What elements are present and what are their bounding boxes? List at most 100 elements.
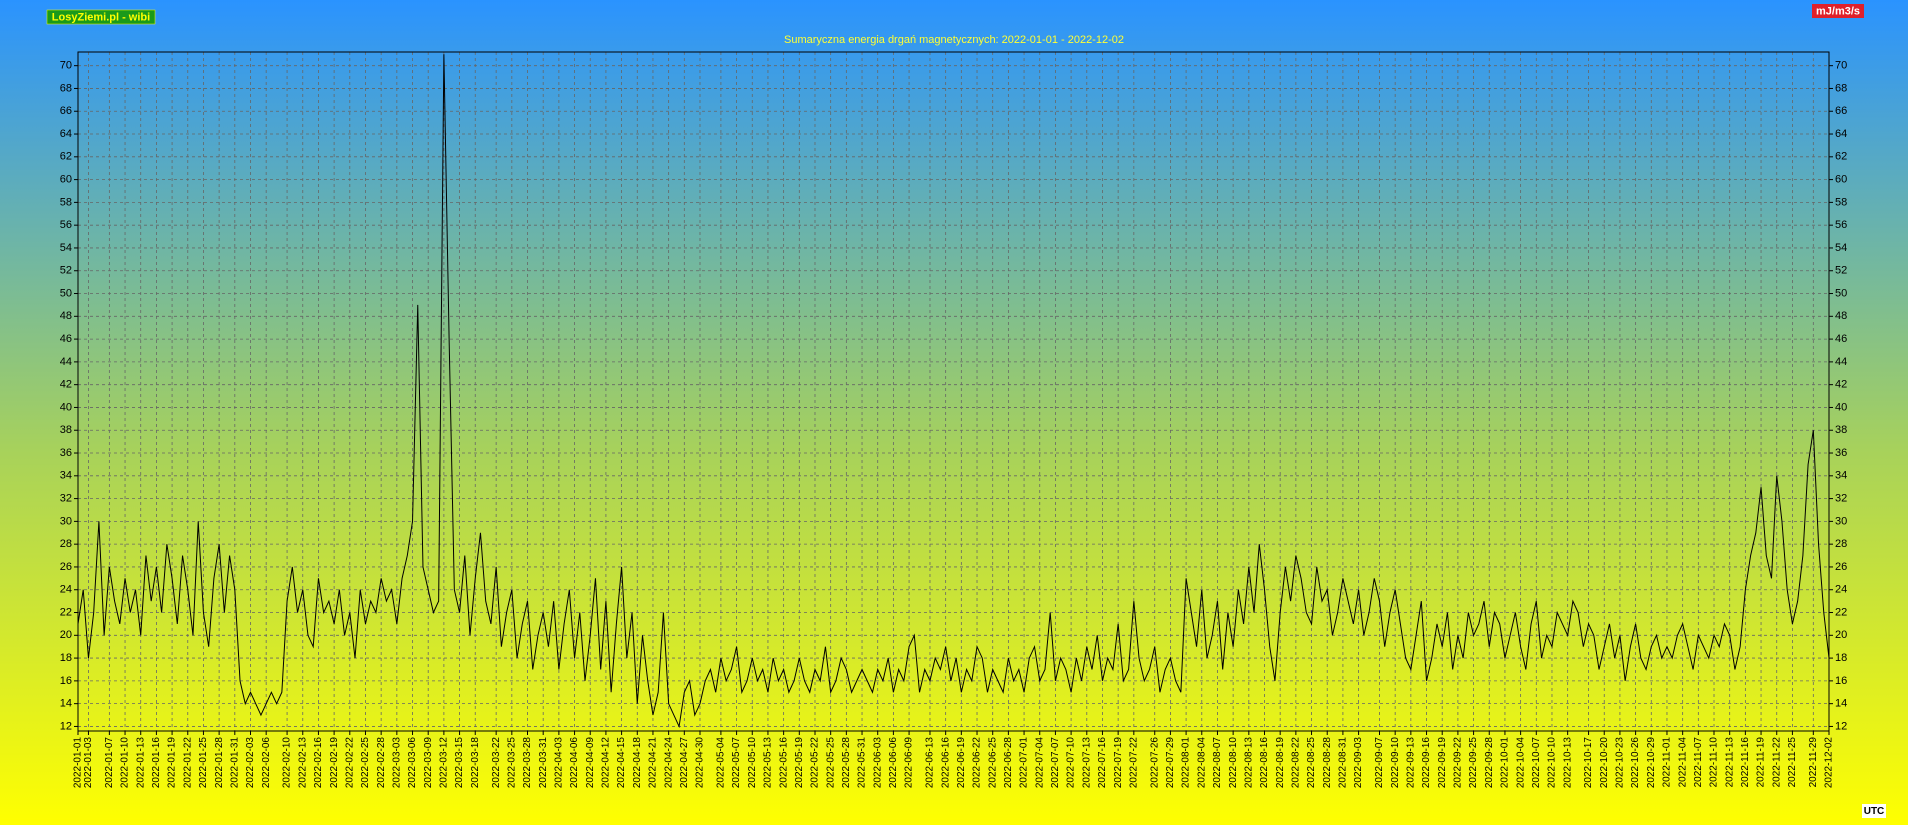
- x-tick-label: 2022-05-31: [857, 737, 868, 789]
- x-tick-label: 2022-03-12: [439, 737, 450, 789]
- x-tick-label: 2022-01-10: [120, 737, 131, 789]
- x-tick-label: 2022-02-22: [344, 737, 355, 789]
- y-tick-label: 58: [60, 196, 72, 208]
- x-tick-label: 2022-09-07: [1374, 737, 1385, 789]
- x-tick-label: 2022-12-02: [1824, 737, 1835, 789]
- x-tick-label: 2022-06-06: [888, 737, 899, 789]
- y2-tick-label: 20: [1835, 629, 1847, 641]
- x-tick-label: 2022-02-28: [376, 737, 387, 789]
- x-tick-label: 2022-02-03: [245, 737, 256, 789]
- y2-tick-label: 68: [1835, 82, 1847, 94]
- x-tick-label: 2022-11-22: [1771, 737, 1782, 788]
- y-tick-label: 60: [60, 174, 72, 186]
- x-tick-label: 2022-07-19: [1113, 737, 1124, 789]
- x-tick-label: 2022-11-25: [1787, 737, 1798, 788]
- x-tick-label: 2022-01-13: [135, 737, 146, 789]
- x-tick-label: 2022-03-09: [423, 737, 434, 789]
- x-tick-label: 2022-03-18: [470, 737, 481, 789]
- y-tick-label: 12: [60, 720, 72, 732]
- x-tick-label: 2022-11-01: [1662, 737, 1673, 788]
- y2-tick-label: 54: [1835, 242, 1847, 254]
- x-tick-label: 2022-01-01: [73, 737, 84, 789]
- x-tick-label: 2022-02-06: [261, 737, 272, 789]
- plot-frame: [77, 51, 1830, 732]
- x-tick-label: 2022-09-19: [1437, 737, 1448, 789]
- y-tick-label: 26: [60, 561, 72, 573]
- x-tick-label: 2022-10-13: [1562, 737, 1573, 789]
- x-tick-label: 2022-10-17: [1583, 737, 1594, 789]
- y2-tick-label: 22: [1835, 606, 1847, 618]
- x-tick-label: 2022-07-29: [1165, 737, 1176, 789]
- y-tick-label: 36: [60, 447, 72, 459]
- x-tick-label: 2022-08-13: [1243, 737, 1254, 789]
- x-tick-label: 2022-08-16: [1259, 737, 1270, 789]
- x-tick-label: 2022-08-04: [1196, 737, 1207, 789]
- y-tick-label: 42: [60, 379, 72, 391]
- x-tick-label: 2022-02-16: [313, 737, 324, 789]
- y-tick-label: 30: [60, 515, 72, 527]
- y2-tick-label: 42: [1835, 379, 1847, 391]
- y-tick-label: 54: [60, 242, 72, 254]
- y2-tick-label: 24: [1835, 584, 1847, 596]
- x-tick-label: 2022-02-19: [329, 737, 340, 789]
- y-tick-label: 38: [60, 424, 72, 436]
- x-tick-label: 2022-07-22: [1128, 737, 1139, 789]
- x-tick-label: 2022-05-16: [778, 737, 789, 789]
- y2-tick-label: 48: [1835, 310, 1847, 322]
- y-tick-label: 50: [60, 287, 72, 299]
- y2-tick-label: 56: [1835, 219, 1847, 231]
- x-tick-label: 2022-08-22: [1291, 737, 1302, 789]
- x-tick-label: 2022-08-19: [1275, 737, 1286, 789]
- x-tick-label: 2022-04-12: [601, 737, 612, 789]
- x-tick-label: 2022-07-13: [1081, 737, 1092, 789]
- x-tick-label: 2022-04-03: [554, 737, 565, 789]
- data-line: [77, 54, 1830, 729]
- y-tick-label: 70: [60, 60, 72, 72]
- x-tick-label: 2022-11-29: [1808, 737, 1819, 788]
- y2-tick-label: 64: [1835, 128, 1847, 140]
- x-tick-label: 2022-03-06: [407, 737, 418, 789]
- x-tick-label: 2022-03-31: [538, 737, 549, 789]
- x-tick-label: 2022-04-30: [695, 737, 706, 789]
- x-tick-label: 2022-01-22: [182, 737, 193, 789]
- x-tick-label: 2022-06-16: [940, 737, 951, 789]
- x-tick-label: 2022-05-19: [794, 737, 805, 789]
- x-tick-label: 2022-08-25: [1306, 737, 1317, 789]
- x-tick-label: 2022-11-19: [1756, 737, 1767, 788]
- y-tick-label: 24: [60, 584, 72, 596]
- y-tick-label: 18: [60, 652, 72, 664]
- y-tick-label: 62: [60, 151, 72, 163]
- x-tick-label: 2022-04-09: [585, 737, 596, 789]
- y2-tick-label: 58: [1835, 196, 1847, 208]
- x-tick-label: 2022-03-22: [491, 737, 502, 789]
- y-tick-label: 32: [60, 492, 72, 504]
- x-tick-label: 2022-02-10: [282, 737, 293, 789]
- site-label: LosyZiemi.pl - wibi: [52, 11, 150, 23]
- x-tick-label: 2022-08-31: [1338, 737, 1349, 789]
- x-tick-label: 2022-09-03: [1353, 737, 1364, 789]
- x-tick-label: 2022-03-28: [522, 737, 533, 789]
- x-tick-label: 2022-04-24: [663, 737, 674, 789]
- x-tick-label: 2022-05-07: [731, 737, 742, 789]
- chart-title: Sumaryczna energia drgań magnetycznych: …: [784, 34, 1124, 46]
- x-tick-label: 2022-05-04: [716, 737, 727, 789]
- x-tick-label: 2022-01-19: [167, 737, 178, 789]
- y-tick-label: 68: [60, 82, 72, 94]
- x-tick-label: 2022-09-28: [1484, 737, 1495, 789]
- x-tick-label: 2022-06-22: [972, 737, 983, 789]
- utc-badge: [1862, 804, 1886, 818]
- x-tick-label: 2022-09-13: [1405, 737, 1416, 789]
- y2-tick-label: 30: [1835, 515, 1847, 527]
- y-tick-label: 52: [60, 265, 72, 277]
- y2-tick-label: 46: [1835, 333, 1847, 345]
- y2-tick-label: 40: [1835, 401, 1847, 413]
- x-tick-label: 2022-06-28: [1003, 737, 1014, 789]
- y-tick-label: 22: [60, 606, 72, 618]
- x-tick-label: 2022-05-22: [810, 737, 821, 789]
- x-tick-label: 2022-04-27: [679, 737, 690, 789]
- x-tick-label: 2022-04-15: [616, 737, 627, 789]
- x-tick-label: 2022-04-06: [569, 737, 580, 789]
- x-tick-label: 2022-04-18: [632, 737, 643, 789]
- x-tick-label: 2022-01-25: [198, 737, 209, 789]
